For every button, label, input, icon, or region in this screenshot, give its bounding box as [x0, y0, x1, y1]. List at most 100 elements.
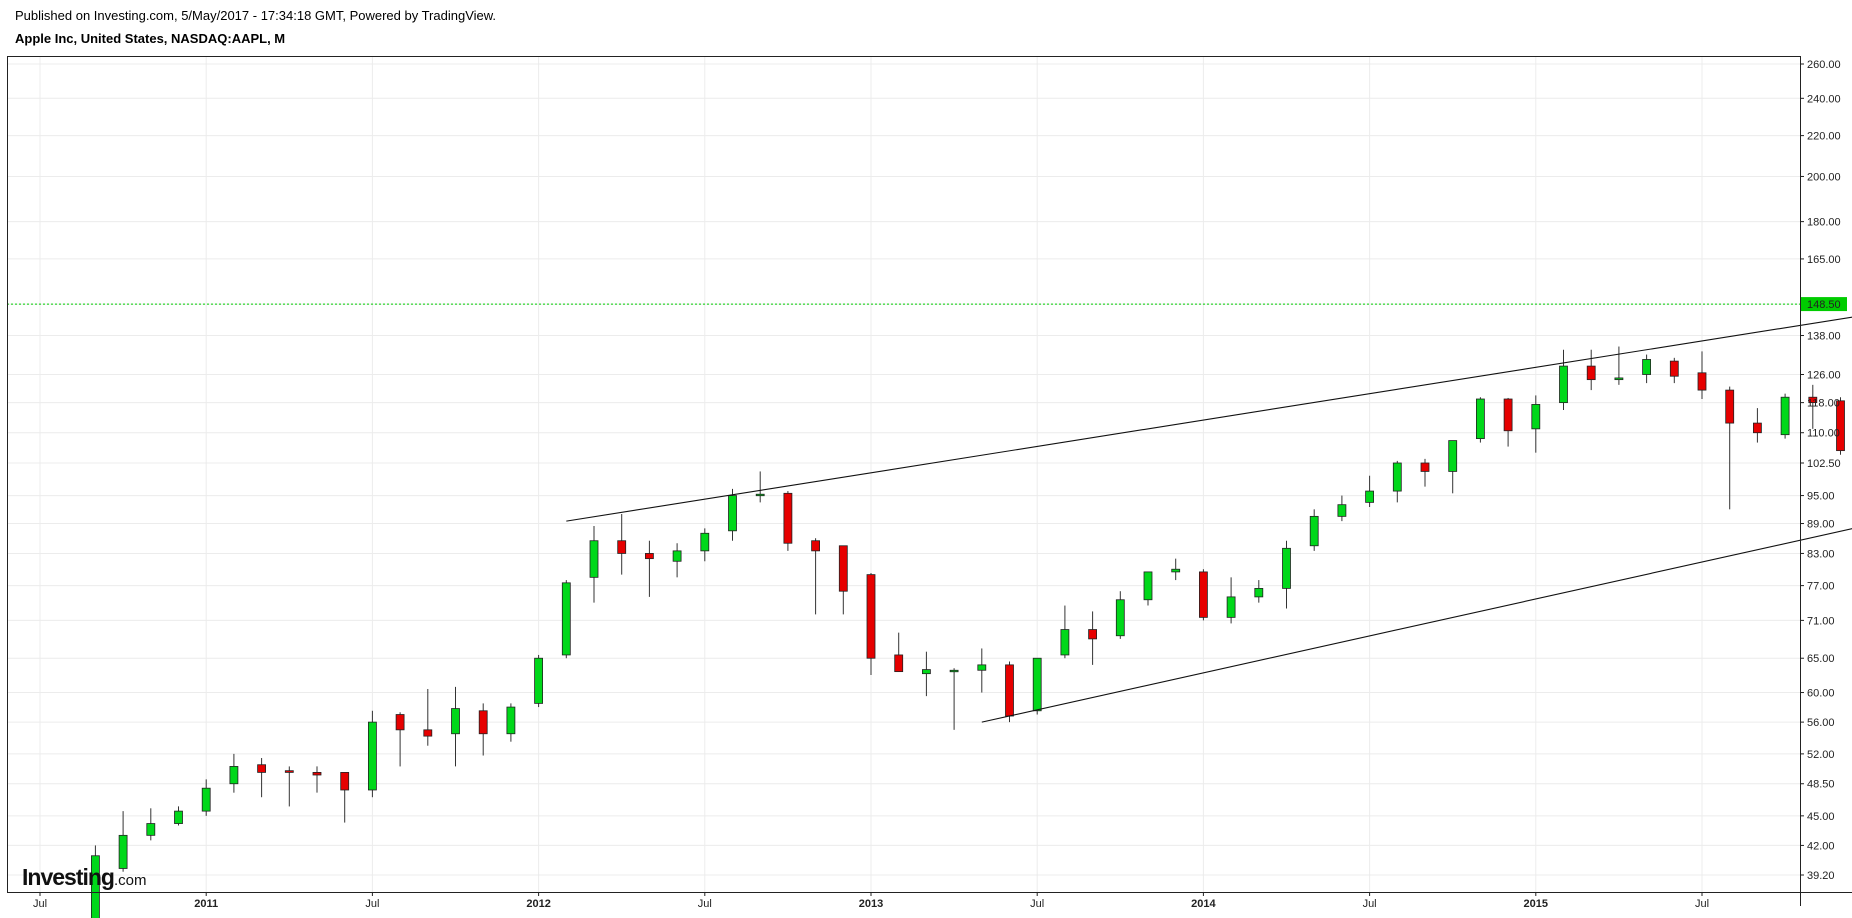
y-tick-label: 260.00	[1807, 59, 1841, 71]
x-tick-label: 2011	[194, 898, 218, 910]
grid	[7, 56, 1800, 892]
candle	[118, 811, 128, 872]
candle-body-up	[534, 657, 543, 704]
candle-body-up	[174, 810, 183, 824]
y-tick-label: 138.00	[1807, 331, 1841, 343]
y-tick-label: 48.50	[1807, 779, 1835, 791]
candle	[645, 540, 654, 597]
candle	[1559, 349, 1568, 410]
candle	[700, 528, 710, 562]
candle	[589, 525, 599, 603]
candle	[312, 766, 322, 793]
candle-body-up	[91, 855, 100, 918]
candle-body-up	[1337, 504, 1347, 517]
candle	[423, 688, 433, 746]
candle-body-down	[894, 654, 904, 673]
candle	[755, 471, 765, 503]
x-tick-label: 2012	[526, 898, 550, 910]
x-tick-label: Jul	[33, 898, 47, 910]
candle	[1642, 354, 1651, 384]
candle	[478, 703, 488, 756]
candle	[1808, 384, 1818, 429]
time-axis: Jul2011Jul2012Jul2013Jul2014Jul2015Jul20…	[33, 892, 1709, 910]
candle	[1115, 591, 1125, 639]
candle	[91, 845, 100, 918]
candle	[1032, 657, 1042, 715]
y-tick-label: 102.50	[1807, 458, 1841, 470]
candle-body-up	[229, 766, 239, 785]
candle	[1365, 475, 1374, 507]
candle-body-down	[1005, 664, 1014, 717]
candle	[561, 580, 571, 659]
candle	[894, 632, 904, 673]
candle-body-down	[1836, 400, 1845, 452]
candle-body-up	[728, 495, 737, 532]
chart-frame	[7, 56, 1801, 893]
y-tick-label: 56.00	[1807, 717, 1835, 729]
candle-body-up	[922, 669, 931, 675]
x-tick-label: 2014	[1191, 898, 1216, 910]
candle-body-up	[1448, 440, 1458, 472]
candle-body-down	[838, 545, 848, 592]
candle	[340, 772, 350, 823]
y-tick-label: 180.00	[1807, 217, 1841, 229]
candle-body-up	[1143, 571, 1153, 601]
y-tick-label: 77.00	[1807, 581, 1835, 593]
candle-body-up	[1559, 365, 1568, 404]
candle-body-down	[617, 540, 627, 554]
y-tick-label: 60.00	[1807, 688, 1835, 700]
candle-body-up	[1060, 629, 1070, 656]
y-tick-label: 240.00	[1807, 93, 1841, 105]
candle-body-down	[257, 764, 267, 773]
y-tick-label: 118.00	[1807, 398, 1840, 410]
candle	[811, 538, 820, 615]
y-tick-label: 110.00	[1807, 428, 1840, 440]
candle	[977, 648, 987, 693]
candle	[1697, 351, 1707, 400]
candle-body-down	[1808, 396, 1818, 404]
candle-body-down	[340, 772, 350, 791]
candle-body-down	[395, 714, 405, 731]
y-tick-label: 39.20	[1807, 870, 1835, 882]
candle-body-up	[672, 550, 682, 562]
candle-body-up	[1614, 377, 1624, 381]
trendline[interactable]	[566, 240, 1852, 522]
candle-body-up	[1642, 359, 1651, 375]
candle	[922, 651, 931, 697]
candle	[838, 545, 848, 615]
logo-main: Investing	[22, 864, 114, 890]
candle	[1005, 661, 1014, 723]
candle	[672, 543, 682, 578]
candle-body-up	[1476, 398, 1485, 440]
candle-body-up	[755, 493, 765, 497]
candle-body-down	[645, 553, 654, 560]
candle-body-up	[1365, 490, 1374, 503]
y-tick-label: 71.00	[1807, 615, 1835, 627]
trendline[interactable]	[981, 408, 1852, 723]
candle-body-down	[478, 710, 488, 735]
x-tick-label: Jul	[698, 898, 712, 910]
candle	[174, 806, 183, 826]
candle-body-up	[367, 721, 377, 791]
candle-body-down	[1669, 360, 1679, 377]
candle	[1309, 509, 1319, 551]
candle	[1614, 346, 1624, 385]
candle-body-up	[451, 708, 460, 735]
candle-body-up	[1254, 588, 1264, 598]
candle	[1254, 580, 1264, 603]
logo-suffix: .com	[114, 872, 147, 889]
y-tick-label: 220.00	[1807, 131, 1841, 143]
candle	[728, 488, 737, 541]
x-tick-label: 2015	[1524, 898, 1548, 910]
x-tick-label: Jul	[1363, 898, 1377, 910]
candle-body-down	[423, 729, 433, 737]
candle	[367, 710, 377, 798]
candle-body-up	[146, 823, 156, 836]
candle	[783, 491, 793, 551]
candle	[1282, 540, 1291, 609]
candle	[1448, 440, 1458, 494]
candle	[1725, 386, 1735, 510]
y-tick-label: 200.00	[1807, 171, 1841, 183]
candle	[1753, 408, 1762, 443]
